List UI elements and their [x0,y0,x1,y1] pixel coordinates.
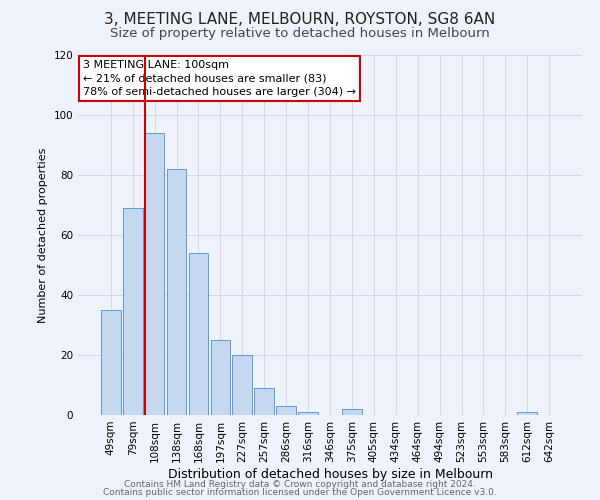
Bar [342,409,362,415]
Bar [232,355,252,415]
Bar [517,412,537,415]
Bar [254,388,274,415]
Text: Contains HM Land Registry data © Crown copyright and database right 2024.: Contains HM Land Registry data © Crown c… [124,480,476,489]
Bar [123,208,143,415]
Text: Size of property relative to detached houses in Melbourn: Size of property relative to detached ho… [110,28,490,40]
Bar [298,412,318,415]
Bar [211,340,230,415]
Bar [101,310,121,415]
Bar [167,169,187,415]
Text: 3 MEETING LANE: 100sqm
← 21% of detached houses are smaller (83)
78% of semi-det: 3 MEETING LANE: 100sqm ← 21% of detached… [83,60,356,97]
X-axis label: Distribution of detached houses by size in Melbourn: Distribution of detached houses by size … [167,468,493,480]
Bar [188,253,208,415]
Bar [276,406,296,415]
Text: Contains public sector information licensed under the Open Government Licence v3: Contains public sector information licen… [103,488,497,497]
Bar [145,133,164,415]
Y-axis label: Number of detached properties: Number of detached properties [38,148,48,322]
Text: 3, MEETING LANE, MELBOURN, ROYSTON, SG8 6AN: 3, MEETING LANE, MELBOURN, ROYSTON, SG8 … [104,12,496,28]
